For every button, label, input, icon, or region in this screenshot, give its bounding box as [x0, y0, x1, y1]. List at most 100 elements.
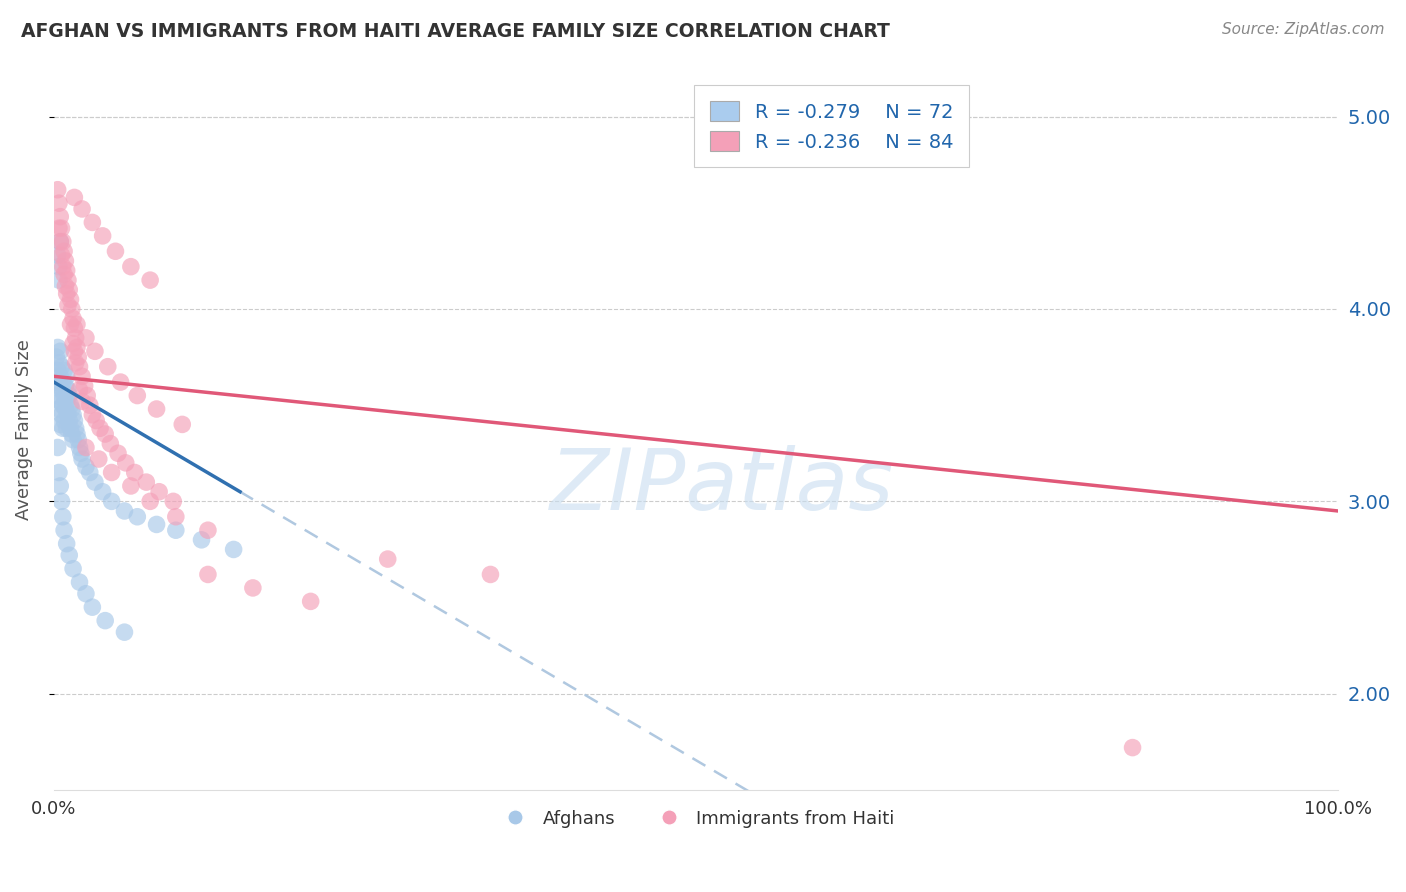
- Point: [127, 509, 149, 524]
- Point: [53, 268, 76, 282]
- Point: [59, 421, 82, 435]
- Point: [197, 523, 219, 537]
- Point: [148, 484, 170, 499]
- Point: [172, 417, 194, 432]
- Point: [114, 625, 136, 640]
- Point: [55, 253, 77, 268]
- Point: [75, 587, 97, 601]
- Point: [55, 279, 77, 293]
- Point: [479, 567, 502, 582]
- Point: [98, 436, 121, 450]
- Point: [49, 210, 72, 224]
- Point: [94, 614, 117, 628]
- Point: [82, 408, 104, 422]
- Point: [100, 466, 122, 480]
- Point: [56, 273, 79, 287]
- Point: [53, 388, 76, 402]
- Point: [104, 244, 127, 259]
- Point: [63, 344, 86, 359]
- Point: [75, 441, 97, 455]
- Point: [63, 190, 86, 204]
- Point: [49, 235, 72, 249]
- Point: [62, 408, 84, 422]
- Point: [120, 260, 142, 274]
- Point: [91, 228, 114, 243]
- Text: ZIPatlas: ZIPatlas: [550, 445, 894, 528]
- Point: [65, 356, 87, 370]
- Point: [79, 466, 101, 480]
- Point: [52, 235, 75, 249]
- Point: [58, 413, 80, 427]
- Point: [55, 537, 77, 551]
- Point: [52, 398, 75, 412]
- Point: [46, 183, 69, 197]
- Point: [48, 196, 70, 211]
- Point: [60, 402, 83, 417]
- Point: [58, 548, 80, 562]
- Point: [139, 494, 162, 508]
- Point: [56, 298, 79, 312]
- Point: [127, 388, 149, 402]
- Point: [84, 475, 107, 489]
- Point: [59, 398, 82, 412]
- Point: [70, 452, 93, 467]
- Point: [45, 350, 67, 364]
- Point: [197, 567, 219, 582]
- Point: [49, 369, 72, 384]
- Point: [377, 552, 399, 566]
- Point: [75, 331, 97, 345]
- Point: [107, 446, 129, 460]
- Point: [55, 379, 77, 393]
- Point: [62, 562, 84, 576]
- Point: [70, 394, 93, 409]
- Point: [60, 301, 83, 316]
- Point: [76, 388, 98, 402]
- Point: [135, 475, 157, 489]
- Text: AFGHAN VS IMMIGRANTS FROM HAITI AVERAGE FAMILY SIZE CORRELATION CHART: AFGHAN VS IMMIGRANTS FROM HAITI AVERAGE …: [21, 22, 890, 41]
- Point: [63, 321, 86, 335]
- Point: [52, 260, 75, 274]
- Point: [165, 523, 187, 537]
- Point: [66, 427, 89, 442]
- Point: [59, 318, 82, 332]
- Point: [46, 341, 69, 355]
- Point: [46, 248, 69, 262]
- Point: [46, 441, 69, 455]
- Point: [51, 359, 73, 374]
- Point: [56, 408, 79, 422]
- Point: [120, 479, 142, 493]
- Point: [87, 452, 110, 467]
- Point: [299, 594, 322, 608]
- Point: [65, 331, 87, 345]
- Point: [69, 575, 91, 590]
- Point: [49, 235, 72, 249]
- Point: [53, 413, 76, 427]
- Point: [190, 533, 212, 547]
- Point: [53, 523, 76, 537]
- Point: [69, 359, 91, 374]
- Point: [51, 221, 73, 235]
- Point: [94, 427, 117, 442]
- Point: [48, 273, 70, 287]
- Text: Source: ZipAtlas.com: Source: ZipAtlas.com: [1222, 22, 1385, 37]
- Point: [70, 369, 93, 384]
- Point: [49, 394, 72, 409]
- Point: [46, 363, 69, 377]
- Point: [124, 466, 146, 480]
- Point: [110, 375, 132, 389]
- Point: [53, 363, 76, 377]
- Point: [63, 413, 86, 427]
- Point: [52, 375, 75, 389]
- Point: [82, 600, 104, 615]
- Point: [91, 484, 114, 499]
- Point: [60, 427, 83, 442]
- Point: [79, 398, 101, 412]
- Point: [69, 441, 91, 455]
- Point: [145, 517, 167, 532]
- Point: [58, 283, 80, 297]
- Point: [82, 215, 104, 229]
- Legend: Afghans, Immigrants from Haiti: Afghans, Immigrants from Haiti: [491, 803, 901, 835]
- Point: [59, 293, 82, 307]
- Point: [58, 388, 80, 402]
- Point: [84, 344, 107, 359]
